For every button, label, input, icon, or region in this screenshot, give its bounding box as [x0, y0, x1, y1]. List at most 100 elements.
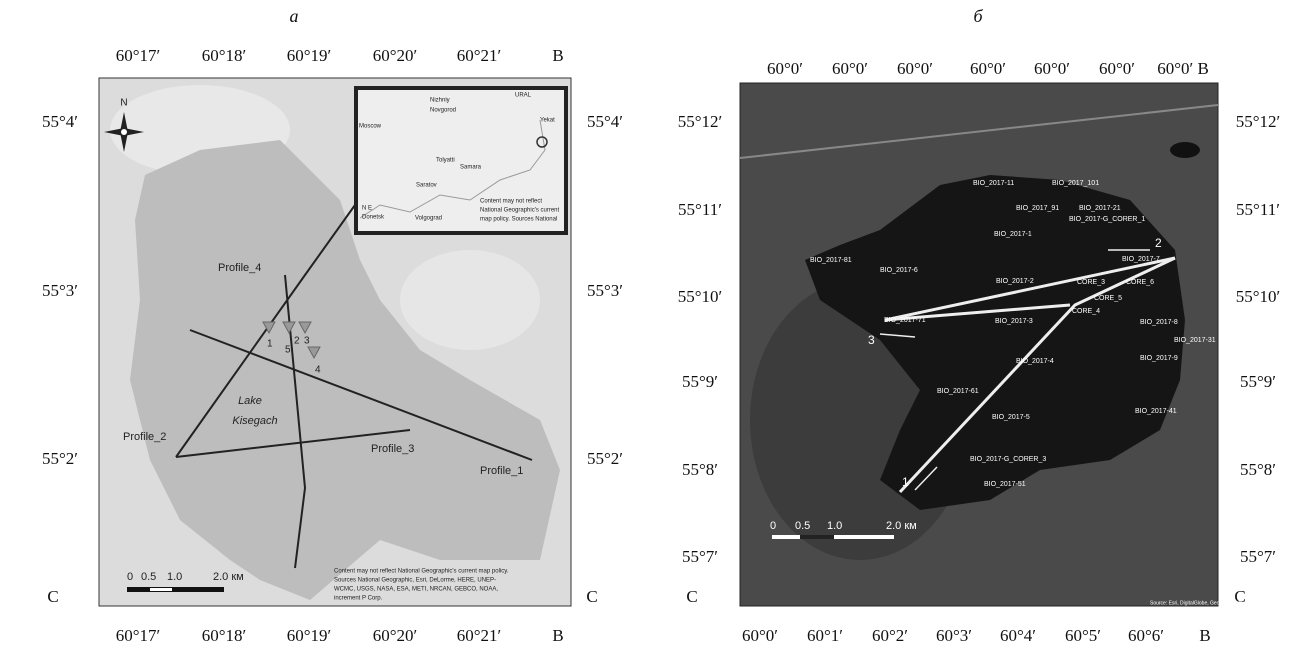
- map-label: Content may not reflect National Geograp…: [334, 569, 509, 575]
- map-label: 1.0: [167, 571, 182, 583]
- left-tick-label: 55°4′: [42, 112, 78, 131]
- map-label: BIO_2017-3: [995, 318, 1033, 325]
- map-label: Novgorod: [430, 108, 456, 114]
- bottom-tick-label: 60°20′: [373, 626, 418, 645]
- bottom-tick-label: 60°3′: [936, 626, 972, 645]
- map-label: WCMC, USGS, NASA, ESA, METI, NRCAN, GEBC…: [334, 587, 498, 593]
- left-tick-label: 55°7′: [682, 547, 718, 566]
- map-label: 2.0 км: [213, 571, 244, 583]
- left-tick-label: 55°3′: [42, 281, 78, 300]
- top-tick-label: 60°0′: [767, 59, 803, 78]
- map-label: BIO_2017-21: [1079, 205, 1121, 212]
- top-tick-label: 60°20′: [373, 46, 418, 65]
- map-label: 2.0 км: [886, 520, 917, 532]
- map-label: Content may not reflect: [480, 199, 542, 205]
- bottom-tick-label: 60°18′: [202, 626, 247, 645]
- bottom-tick-label: В: [552, 626, 563, 645]
- map-label: URAL: [515, 93, 532, 99]
- map-b: [740, 83, 1218, 606]
- right-tick-label: 55°9′: [1240, 372, 1276, 391]
- bottom-tick-label: 60°19′: [287, 626, 332, 645]
- top-tick-label: 60°19′: [287, 46, 332, 65]
- map-label: BIO_2017_91: [1016, 205, 1059, 212]
- right-tick-label: 55°12′: [1236, 112, 1281, 131]
- map-label: 0.5: [795, 520, 810, 532]
- top-tick-label: 60°0′: [897, 59, 933, 78]
- map-label: Moscow: [359, 124, 382, 130]
- map-label: Nizhniy: [430, 98, 450, 104]
- map-label: Sources National Geographic, Esri, DeLor…: [334, 578, 496, 584]
- map-label: CORE_6: [1126, 279, 1154, 286]
- corner-label: С: [686, 587, 697, 606]
- map-label: BIO_2017-5: [992, 414, 1030, 421]
- left-tick-label: 55°11′: [678, 200, 722, 219]
- map-label: BIO_2017-4: [1016, 358, 1054, 365]
- map-label: CORE_4: [1072, 308, 1100, 315]
- bottom-tick-label: 60°17′: [116, 626, 161, 645]
- map-label: Volgograd: [415, 216, 442, 222]
- map-label: 0.5: [141, 571, 156, 583]
- bottom-tick-label: 60°1′: [807, 626, 843, 645]
- map-label: Samara: [460, 165, 482, 171]
- map-label: 0: [770, 520, 776, 532]
- map-label: Saratov: [416, 183, 437, 189]
- map-label: BIO_2017-51: [984, 481, 1026, 488]
- right-tick-label: 55°3′: [587, 281, 623, 300]
- left-tick-label: 55°12′: [678, 112, 723, 131]
- map-label: Kisegach: [232, 415, 277, 427]
- bottom-tick-label: В: [1199, 626, 1210, 645]
- map-label: 3: [304, 336, 310, 347]
- map-label: 1: [267, 339, 273, 350]
- map-label: increment P Corp.: [334, 596, 383, 602]
- map-label: BIO_2017-41: [1135, 408, 1177, 415]
- top-tick-label: 60°17′: [116, 46, 161, 65]
- left-tick-label: 55°9′: [682, 372, 718, 391]
- scale-bar: [127, 587, 224, 592]
- map-label: 2: [1155, 236, 1162, 250]
- right-tick-label: 55°11′: [1236, 200, 1280, 219]
- map-label: Profile_2: [123, 431, 166, 443]
- panel-title: б: [973, 6, 983, 26]
- map-label: 1.0: [827, 520, 842, 532]
- map-label: National Geographic's current: [480, 208, 560, 214]
- map-label: N: [120, 98, 127, 109]
- map-label: BIO_2017-6: [880, 267, 918, 274]
- map-label: BIO_2017-2: [996, 278, 1034, 285]
- map-label: BIO_2017-71: [884, 317, 926, 324]
- corner-label: С: [586, 587, 597, 606]
- map-label: BIO_2017-31: [1174, 337, 1216, 344]
- top-tick-label: В: [552, 46, 563, 65]
- panel-title: а: [290, 6, 299, 26]
- map-label: BIO_2017-9: [1140, 355, 1178, 362]
- map-label: 1: [902, 475, 909, 489]
- map-label: BIO_2017-8: [1140, 319, 1178, 326]
- map-label: CORE_5: [1094, 295, 1122, 302]
- terrain: [400, 250, 540, 350]
- map-label: BIO_2017-1: [994, 231, 1032, 238]
- map-label: 3: [868, 333, 875, 347]
- map-label: 5: [285, 345, 291, 356]
- map-label: BIO_2017-7: [1122, 256, 1160, 263]
- right-tick-label: 55°8′: [1240, 460, 1276, 479]
- map-label: Donetsk: [362, 215, 385, 221]
- map-a: [99, 78, 571, 606]
- map-label: 2: [294, 336, 300, 347]
- top-tick-label: 60°21′: [457, 46, 502, 65]
- bottom-tick-label: 60°4′: [1000, 626, 1036, 645]
- top-tick-label: 60°0′ В: [1157, 59, 1209, 78]
- figure: а 60°17′ 60°18′ 60°19′ 60°20′ 60°21′ В 60°17′ 60…: [0, 0, 1293, 650]
- map-label: BIO_2017-11: [973, 180, 1014, 187]
- map-label: Profile_1: [480, 465, 523, 477]
- map-label: 4: [315, 365, 321, 376]
- map-label: BIO_2017-61: [937, 388, 979, 395]
- bottom-tick-label: 60°6′: [1128, 626, 1164, 645]
- map-label: Profile_3: [371, 443, 414, 455]
- map-label: BIO_2017_101: [1052, 180, 1099, 187]
- map-label: N E: [362, 206, 372, 212]
- map-label: Profile_4: [218, 262, 261, 274]
- left-tick-label: 55°10′: [678, 287, 723, 306]
- top-tick-label: 60°0′: [1034, 59, 1070, 78]
- corner-label: С: [47, 587, 58, 606]
- map-label: Source: Esri, DigitalGlobe, GeoEye, Eart…: [1150, 600, 1281, 606]
- pond: [1170, 142, 1200, 158]
